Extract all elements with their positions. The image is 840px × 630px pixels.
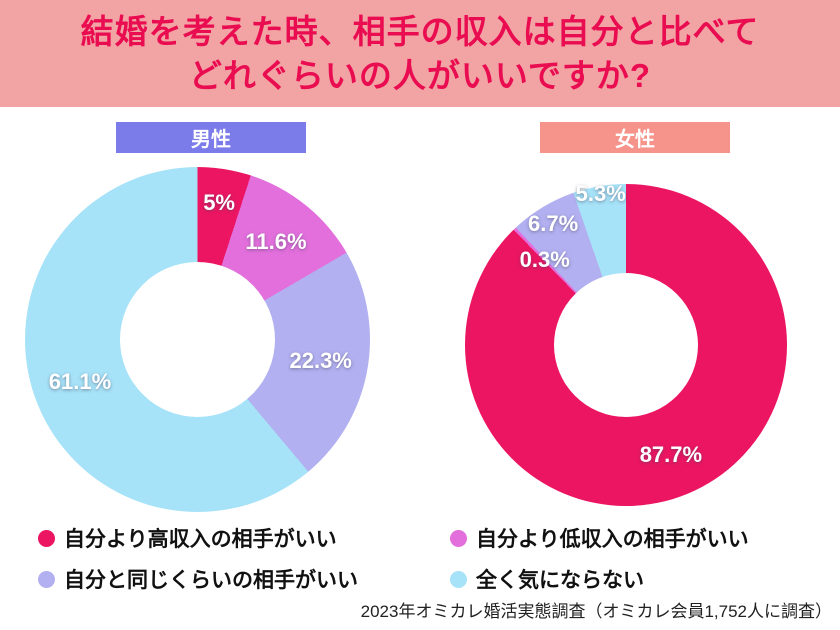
slice-value-label: 87.7% <box>639 442 703 468</box>
slice-value-label: 5.3% <box>575 181 626 207</box>
legend-label-no-preference: 全く気にならない <box>476 569 644 592</box>
donut-hole <box>119 261 276 418</box>
legend-item-same-income: 自分と同じくらいの相手がいい <box>38 564 450 594</box>
title-banner: 結婚を考えた時、相手の収入は自分と比べて どれぐらいの人がいいですか? <box>0 0 840 107</box>
legend-dot-same-income <box>38 570 55 588</box>
legend-dot-higher-income <box>38 529 55 547</box>
slice-value-label: 11.6% <box>245 229 307 255</box>
slice-value-label: 61.1% <box>48 369 112 395</box>
page-title-line-2: どれぐらいの人がいいですか? <box>188 56 652 94</box>
legend-item-no-preference: 全く気にならない <box>450 564 810 594</box>
legend-item-higher-income: 自分より高収入の相手がいい <box>38 523 450 553</box>
female-group-badge: 女性 <box>540 122 730 153</box>
legend-item-lower-income: 自分より低収入の相手がいい <box>450 523 810 553</box>
slice-value-label: 6.7% <box>528 211 579 237</box>
page-title-line-1: 結婚を考えた時、相手の収入は自分と比べて <box>80 12 760 50</box>
slice-value-label: 5% <box>203 190 235 216</box>
donut-chart-female: 87.7% 0.3% 6.7% 5.3% <box>465 181 787 506</box>
legend-label-lower-income: 自分より低収入の相手がいい <box>476 528 749 551</box>
slice-value-label: 22.3% <box>289 348 352 373</box>
legend-label-same-income: 自分と同じくらいの相手がいい <box>64 569 358 592</box>
legend: 自分より高収入の相手がいい 自分より低収入の相手がいい 自分と同じくらいの相手が… <box>38 523 810 594</box>
legend-label-higher-income: 自分より高収入の相手がいい <box>64 528 337 551</box>
legend-dot-lower-income <box>450 529 467 547</box>
male-group-badge: 男性 <box>116 122 306 153</box>
slice-value-label: 0.3% <box>519 247 570 273</box>
donut-hole <box>553 272 699 418</box>
source-caption: 2023年オミカレ婚活実態調査（オミカレ会員1,752人に調査） <box>360 602 832 621</box>
donut-chart-male: 5% 11.6% 22.3% 61.1% <box>25 167 370 512</box>
legend-dot-no-preference <box>450 570 467 588</box>
